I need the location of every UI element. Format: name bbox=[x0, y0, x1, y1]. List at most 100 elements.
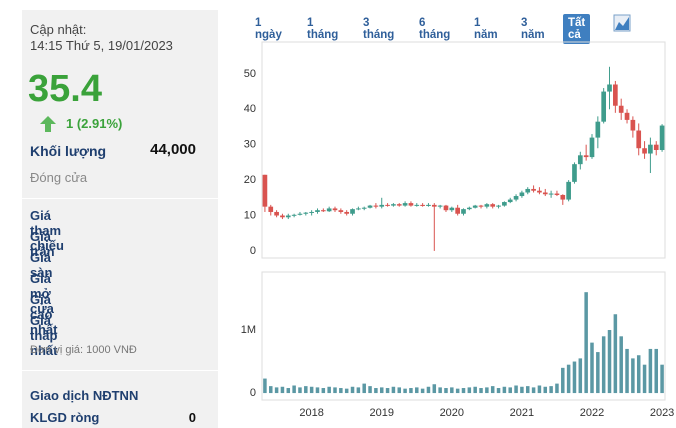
volume-bar bbox=[467, 387, 472, 394]
volume-bar bbox=[385, 388, 390, 394]
volume-bar bbox=[397, 387, 402, 394]
volume-bar bbox=[566, 364, 571, 394]
row-label: Giá thấp nhất bbox=[30, 313, 58, 358]
volume-bar bbox=[409, 388, 413, 394]
volume-bar bbox=[304, 386, 308, 394]
volume-bar bbox=[625, 348, 629, 394]
row-label: Giá cao nhất bbox=[30, 292, 58, 337]
y-tick-label: 30 bbox=[244, 139, 256, 151]
candle-body bbox=[507, 199, 513, 203]
candle-body bbox=[385, 204, 390, 206]
volume-bar bbox=[607, 330, 612, 394]
volume-bar bbox=[461, 388, 466, 394]
range-button[interactable]: Tất cả bbox=[563, 14, 591, 44]
x-tick-label: 2020 bbox=[440, 407, 464, 419]
candle-body bbox=[309, 211, 314, 213]
quote-panel: Cập nhật: 14:15 Thứ 5, 19/01/2023 35.4 1… bbox=[22, 10, 218, 428]
candle-body bbox=[589, 137, 595, 158]
foreign-label: Giao dịch NĐTNN bbox=[30, 388, 139, 403]
candle-body bbox=[595, 121, 601, 138]
candle-body bbox=[537, 190, 542, 193]
candle-body bbox=[502, 202, 507, 206]
range-button[interactable]: 1 tháng bbox=[307, 17, 339, 41]
y-tick-label: 50 bbox=[244, 68, 256, 80]
row-label: Giá sàn bbox=[30, 250, 53, 280]
x-tick-label: 2019 bbox=[369, 407, 393, 419]
update-time: 14:15 Thứ 5, 19/01/2023 bbox=[30, 38, 173, 53]
candle-body bbox=[583, 155, 589, 158]
candle-body bbox=[630, 119, 636, 131]
range-button[interactable]: 6 tháng bbox=[419, 17, 451, 41]
volume-bar bbox=[298, 387, 302, 394]
volume-bar bbox=[485, 387, 489, 394]
volume-label: Khối lượng bbox=[30, 143, 107, 159]
volume-bar bbox=[420, 388, 425, 394]
volume-bar bbox=[426, 386, 431, 394]
candle-body bbox=[461, 209, 466, 214]
candle-body bbox=[414, 204, 420, 206]
candle-body bbox=[344, 211, 350, 214]
candle-body bbox=[280, 215, 285, 218]
volume-bar bbox=[549, 386, 553, 394]
candle-body bbox=[542, 192, 548, 195]
candle-body bbox=[408, 203, 414, 206]
candle-body bbox=[560, 194, 566, 200]
candle-body bbox=[484, 204, 490, 207]
candle-body bbox=[525, 188, 531, 193]
separator bbox=[22, 198, 218, 199]
volume-bar bbox=[531, 387, 536, 394]
candle-body bbox=[554, 193, 560, 195]
candle-body bbox=[496, 205, 501, 207]
volume-bar bbox=[327, 386, 331, 394]
volume-bar bbox=[660, 364, 664, 394]
separator bbox=[22, 370, 218, 371]
volume-bar bbox=[362, 383, 366, 394]
update-label: Cập nhật: bbox=[30, 22, 87, 37]
volume-bar bbox=[339, 388, 343, 394]
volume-bar bbox=[502, 386, 507, 394]
volume-bar bbox=[543, 386, 548, 394]
candle-body bbox=[467, 207, 472, 210]
volume-bar bbox=[450, 387, 454, 394]
volume-bar bbox=[490, 386, 495, 394]
range-button[interactable]: 3 năm bbox=[521, 17, 545, 41]
volume-bar bbox=[356, 387, 361, 394]
candle-body bbox=[548, 193, 554, 195]
volume-bar bbox=[368, 386, 372, 394]
volume-frame bbox=[261, 271, 666, 401]
volume-bar bbox=[315, 387, 320, 394]
row-label: Giá mở cửa bbox=[30, 271, 54, 316]
volume-bar bbox=[578, 358, 583, 394]
volume-bar bbox=[596, 352, 600, 394]
volume-bar bbox=[309, 386, 314, 394]
y-tick-label: 0 bbox=[250, 245, 256, 257]
change: 1 (2.91%) bbox=[66, 116, 123, 131]
chart-type-icon bbox=[615, 17, 629, 30]
volume-bar bbox=[584, 292, 588, 394]
up-arrow bbox=[40, 116, 56, 132]
candle-body bbox=[648, 144, 653, 154]
candle-body bbox=[268, 206, 274, 212]
candle-body bbox=[624, 112, 630, 120]
volume-bar bbox=[379, 387, 384, 394]
candle-body bbox=[659, 125, 665, 150]
candle-body bbox=[577, 155, 583, 165]
range-button[interactable]: 1 năm bbox=[474, 17, 498, 41]
range-button[interactable]: 1 ngày bbox=[255, 17, 282, 41]
range-button[interactable]: 3 tháng bbox=[363, 17, 395, 41]
volume-bar bbox=[403, 388, 407, 394]
volume-bar bbox=[473, 386, 477, 394]
candle-body bbox=[636, 130, 642, 149]
volume-bar bbox=[415, 387, 419, 394]
candle-body bbox=[367, 205, 373, 208]
candle-body bbox=[402, 203, 408, 206]
candle-body bbox=[531, 188, 536, 191]
unit-note: Đơn vị giá: 1000 VNĐ bbox=[30, 344, 137, 356]
volume: 44,000 bbox=[150, 141, 196, 158]
net-label: KLGD ròng bbox=[30, 410, 100, 425]
candle-body bbox=[297, 213, 303, 215]
volume-bar bbox=[344, 388, 349, 394]
candle-body bbox=[566, 181, 571, 200]
y-tick-label: 40 bbox=[244, 103, 256, 115]
candle-body bbox=[356, 208, 361, 210]
